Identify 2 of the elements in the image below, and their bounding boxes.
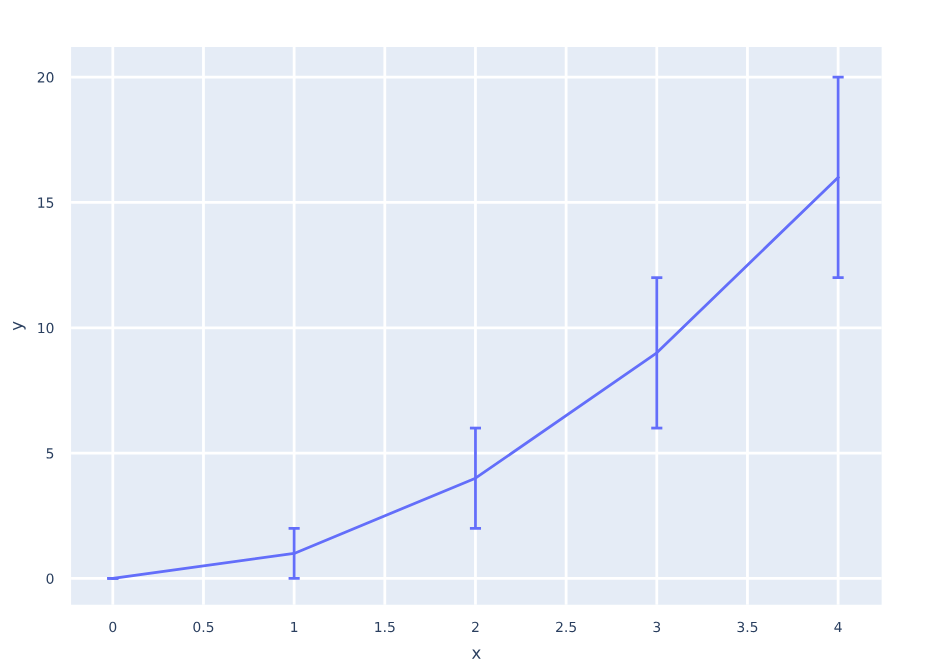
y-axis-title: y: [13, 321, 26, 331]
x-axis-title: x: [471, 649, 481, 659]
